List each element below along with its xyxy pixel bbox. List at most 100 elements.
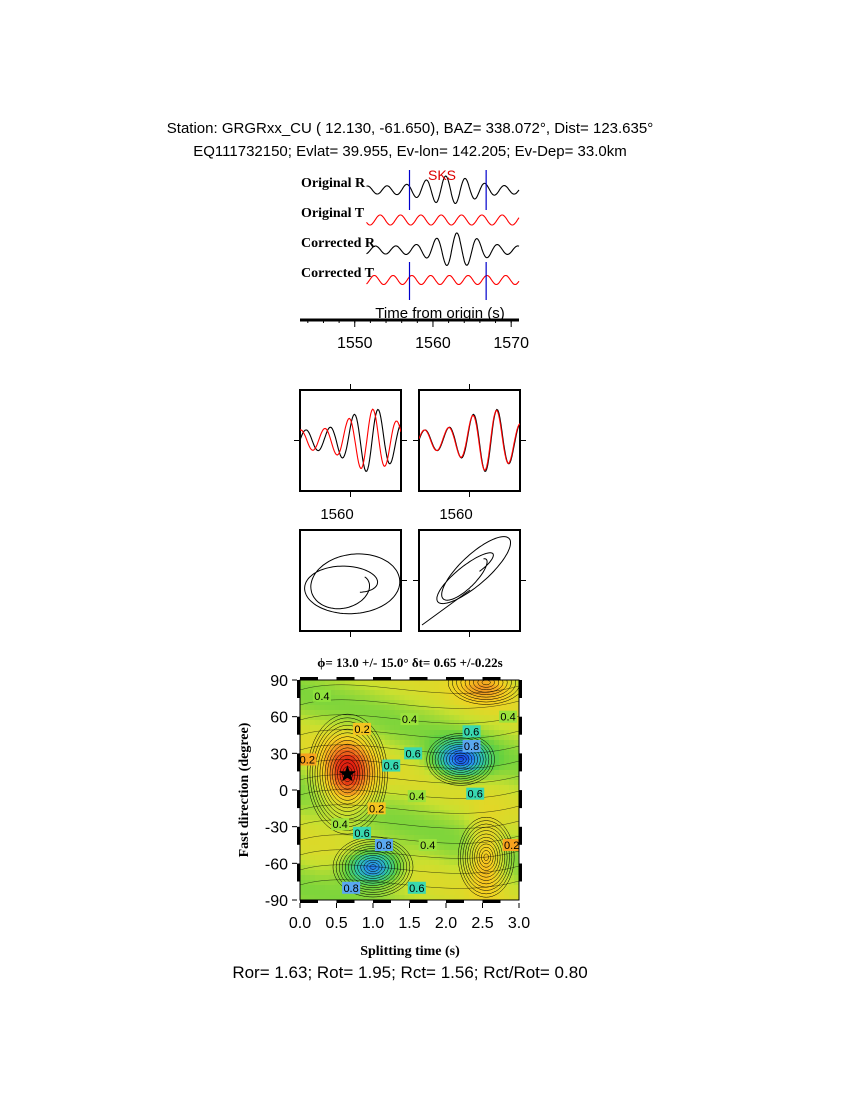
y-tick-label: 30 (270, 746, 288, 763)
contour-line (354, 852, 392, 882)
x-tick-label: 1.0 (362, 915, 384, 932)
contour-label: 0.2 (354, 724, 369, 736)
contour-line (309, 717, 386, 831)
y-tick-label: 0 (279, 783, 288, 800)
contour-line (307, 713, 388, 835)
contour-label: 0.8 (376, 840, 391, 852)
contour-label-bg (418, 839, 437, 851)
contour-label: 0.6 (354, 828, 369, 840)
contour-label: 0.2 (504, 840, 519, 852)
contour-line (300, 834, 519, 844)
contour-label-bg (407, 790, 426, 803)
contour-line (357, 855, 389, 879)
contour-label: 0.6 (406, 748, 421, 760)
time-axis-label: Time from origin (s) (375, 305, 504, 322)
contour-label-bg (367, 802, 386, 815)
contour-label: 0.4 (500, 712, 515, 724)
time-tick-label: 1570 (493, 335, 529, 352)
contour-line (462, 823, 510, 891)
contour-line (324, 740, 371, 809)
overlay-trace (419, 408, 520, 472)
contour-line (345, 845, 401, 889)
overlay-trace (300, 408, 401, 469)
x-tick-label: 0.5 (325, 915, 347, 932)
ratio-footer: Ror= 1.63; Rot= 1.95; Rct= 1.56; Rct/Rot… (232, 963, 588, 982)
contour-line (447, 680, 519, 705)
station-header: Station: GRGRxx_CU ( 12.130, -61.650), B… (166, 120, 654, 137)
contour-label: 0.4 (333, 819, 348, 831)
waveform-section: Original R Original T Corrected R Corrected… (300, 167, 529, 352)
contour-line (339, 762, 356, 786)
contour-line (460, 820, 513, 895)
contour-line (369, 864, 377, 870)
contour-line (300, 879, 519, 889)
trace-label: Original T (301, 206, 365, 221)
y-tick-label: 90 (270, 673, 288, 690)
contour-label-bg (466, 787, 485, 800)
contour-label: 0.6 (409, 883, 424, 895)
contour-label-bg (404, 747, 423, 760)
contour-line (335, 839, 411, 895)
particle-motion-original (299, 529, 407, 637)
contour-label-bg (312, 689, 331, 702)
contour-line (449, 750, 473, 769)
x-tick-label: 2.0 (435, 915, 457, 932)
contour-line (452, 680, 519, 703)
particle-motion-corrected (413, 529, 526, 637)
contour-line (467, 830, 506, 885)
contour-line (474, 840, 499, 875)
contour-line (451, 752, 470, 767)
trace-line (366, 274, 520, 286)
event-header: EQ111732150; Evlat= 39.955, Ev-lon= 142.… (193, 143, 627, 160)
contour-label-bg (331, 818, 350, 831)
contour-line (454, 754, 467, 764)
x-tick-label: 2.5 (471, 915, 493, 932)
contour-line (456, 680, 516, 700)
x-axis-title: Splitting time (s) (360, 944, 460, 959)
time-axis: 1550 1560 1570 (300, 318, 529, 352)
contour-line (434, 739, 487, 780)
contour-line (300, 729, 519, 739)
energy-grid: 0.4 0.2 0.2 0.4 0.6 0.6 0.8 0.6 0.4 0.6 0.2 0.4 0.6 0… (265, 673, 530, 932)
contour-line (300, 744, 519, 754)
contour-label-bg (374, 839, 393, 851)
particle-path (421, 589, 471, 626)
contour-label-bg (462, 725, 481, 738)
contour-label-bg (499, 710, 518, 723)
contour-label: 0.8 (343, 883, 358, 895)
x-tick-label: 1.5 (398, 915, 420, 932)
phase-label: SKS (428, 167, 456, 183)
contour-line (351, 850, 395, 884)
contour-line (300, 804, 519, 814)
contour-line (443, 746, 478, 773)
contour-line (319, 732, 376, 816)
y-tick-label: -60 (265, 856, 288, 873)
contour-line (477, 680, 495, 688)
contour-line (338, 841, 408, 893)
contour-line (300, 684, 519, 694)
contour-label-bg (407, 881, 426, 894)
contour-line (469, 833, 503, 881)
contour-line (300, 819, 519, 829)
contour-line (457, 816, 515, 898)
contour-line (446, 748, 476, 771)
contour-line (322, 736, 373, 812)
contour-line (481, 850, 492, 865)
contour-line (327, 743, 368, 805)
overlay-tick-label: 1560 (439, 506, 472, 523)
contour-label-bg (400, 713, 419, 726)
contour-label: 0.4 (420, 840, 435, 852)
contour-label-bg (300, 753, 317, 766)
contour-line (334, 755, 361, 794)
contour-line (473, 680, 500, 690)
trace-line (366, 214, 520, 226)
contour-line (437, 741, 484, 777)
contour-line (300, 789, 519, 799)
particle-path (304, 553, 401, 615)
contour-line (363, 859, 383, 875)
overlay-tick-label: 1560 (320, 506, 353, 523)
contour-line (337, 758, 358, 790)
trace-label: Original R (301, 176, 366, 191)
contour-line (426, 733, 495, 786)
